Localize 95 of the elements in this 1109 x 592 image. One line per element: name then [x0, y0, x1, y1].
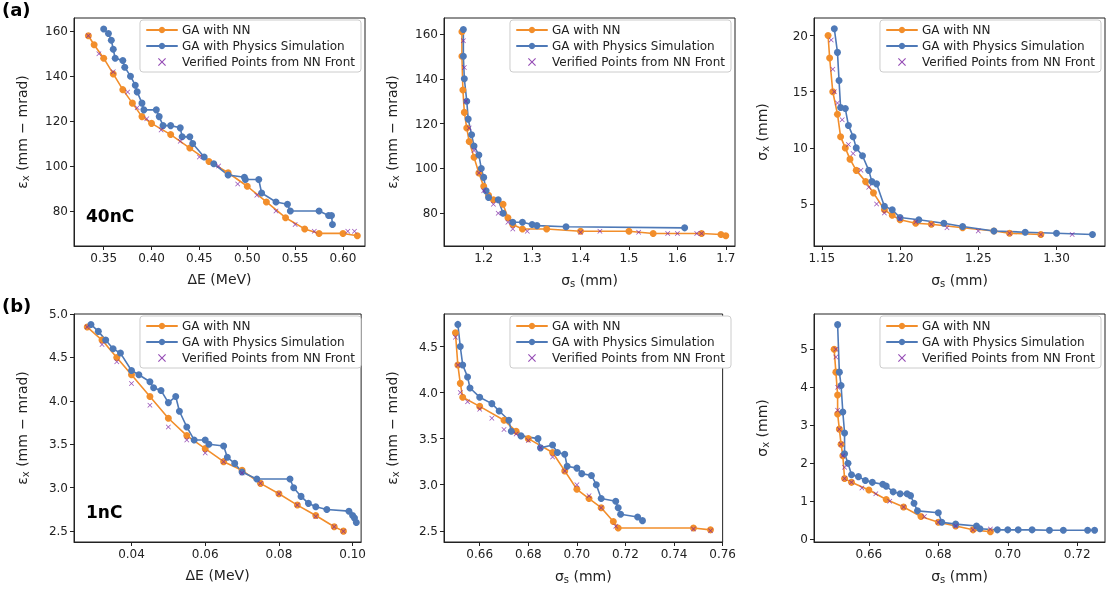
- legend-label: Verified Points from NN Front: [921, 351, 1096, 365]
- x-tick-label: 0.72: [612, 547, 639, 561]
- x-tick-label: 0.68: [514, 547, 542, 561]
- y-tick-label: 160: [415, 26, 438, 41]
- legend-label: Verified Points from NN Front: [551, 351, 726, 365]
- x-tick-label: 0.06: [191, 547, 219, 561]
- x-tick-label: 0.10: [339, 547, 366, 561]
- y-tick-label: 80: [52, 203, 68, 218]
- x-tick-label: 1.3: [522, 251, 542, 265]
- y-axis-title: εx (mm − mrad): [14, 75, 31, 189]
- x-tick-label: 1.6: [667, 251, 687, 265]
- y-tick-label: 3.0: [48, 480, 68, 495]
- legend-label: GA with Physics Simulation: [921, 39, 1085, 53]
- x-tick-label: 1.7: [716, 251, 736, 265]
- y-tick-label: 3: [800, 418, 808, 433]
- y-tick-label: 20: [792, 28, 808, 43]
- y-tick-label: 140: [415, 71, 438, 86]
- y-tick-label: 5.0: [48, 307, 68, 321]
- y-tick-label: 10: [792, 140, 808, 155]
- y-tick-label: 2.5: [418, 523, 438, 538]
- annotation: 40nC: [86, 205, 135, 226]
- x-tick-label: 1.30: [1043, 251, 1070, 265]
- x-axis-title: ΔE (MeV): [187, 271, 252, 287]
- y-tick-label: 5: [800, 197, 808, 212]
- y-tick-label: 2.5: [48, 524, 68, 539]
- legend-label: Verified Points from NN Front: [181, 351, 356, 365]
- text: (a): [2, 0, 31, 20]
- x-tick-label: 1.15: [808, 251, 836, 265]
- legend-label: GA with Physics Simulation: [921, 335, 1085, 349]
- legend-label: GA with Physics Simulation: [551, 39, 715, 53]
- y-tick-label: 15: [792, 84, 808, 99]
- x-tick-label: 0.76: [709, 547, 736, 561]
- legend-label: GA with NN: [181, 23, 251, 37]
- legend-label: GA with Physics Simulation: [551, 335, 715, 349]
- legend-label: GA with NN: [921, 23, 991, 37]
- y-axis-title: εx (mm − mrad): [384, 371, 401, 485]
- y-tick-label: 4.0: [418, 385, 438, 400]
- x-tick-label: 1.5: [619, 251, 639, 265]
- y-tick-label: 80: [422, 206, 438, 221]
- legend-label: GA with NN: [181, 319, 251, 333]
- y-tick-label: 4.5: [418, 339, 438, 354]
- x-tick-label: 0.66: [855, 547, 883, 561]
- x-tick-label: 0.68: [924, 547, 952, 561]
- x-tick-label: 0.35: [90, 251, 118, 265]
- x-tick-label: 0.60: [329, 251, 357, 265]
- y-axis-title: εx (mm − mrad): [384, 75, 401, 189]
- x-tick-label: 1.20: [886, 251, 914, 265]
- x-tick-label: 0.66: [466, 547, 494, 561]
- x-tick-label: 0.40: [138, 251, 165, 265]
- x-tick-label: 0.74: [660, 547, 688, 561]
- x-axis-title: σs (mm): [931, 272, 988, 289]
- y-tick-label: 0: [800, 532, 808, 547]
- x-axis-title: σs (mm): [561, 272, 618, 289]
- x-tick-label: 1.2: [474, 251, 494, 265]
- annotation: 1nC: [86, 501, 123, 522]
- y-tick-label: 2: [800, 456, 808, 471]
- x-tick-label: 0.08: [265, 547, 293, 561]
- legend-label: Verified Points from NN Front: [181, 55, 356, 69]
- legend-label: GA with NN: [921, 319, 991, 333]
- y-tick-label: 160: [45, 24, 68, 39]
- y-tick-label: 3.0: [418, 477, 438, 492]
- x-tick-label: 0.70: [994, 547, 1022, 561]
- y-tick-label: 5: [800, 342, 808, 357]
- x-tick-label: 0.50: [233, 251, 261, 265]
- y-axis-title: εx (mm − mrad): [14, 371, 31, 485]
- y-tick-label: 3.5: [418, 431, 438, 446]
- y-tick-label: 100: [415, 161, 438, 176]
- x-axis-title: σs (mm): [931, 568, 988, 585]
- y-tick-label: 4: [800, 380, 808, 395]
- x-tick-label: 0.45: [186, 251, 213, 265]
- x-axis-title: σs (mm): [554, 568, 612, 585]
- x-tick-label: 1.4: [571, 251, 591, 265]
- text: (b): [2, 294, 32, 316]
- x-tick-label: 1.25: [964, 251, 992, 265]
- y-tick-label: 4.5: [48, 350, 68, 365]
- legend-label: GA with Physics Simulation: [181, 39, 345, 53]
- x-tick-label: 0.04: [118, 547, 145, 561]
- x-axis-title: ΔE (MeV): [185, 567, 250, 583]
- legend-label: Verified Points from NN Front: [921, 55, 1096, 69]
- y-tick-label: 1: [800, 494, 808, 509]
- y-tick-label: 140: [45, 69, 68, 84]
- y-tick-label: 120: [45, 114, 68, 129]
- y-tick-label: 120: [415, 116, 438, 131]
- y-tick-label: 4.0: [48, 393, 68, 408]
- legend-label: GA with NN: [551, 23, 621, 37]
- y-tick-label: 100: [45, 159, 68, 174]
- y-tick-label: 3.5: [48, 437, 68, 452]
- x-tick-label: 0.55: [281, 251, 309, 265]
- x-tick-label: 0.70: [563, 547, 591, 561]
- y-axis-title: σx (mm): [754, 399, 771, 457]
- legend-label: GA with Physics Simulation: [181, 335, 345, 349]
- legend-label: Verified Points from NN Front: [551, 55, 726, 69]
- y-axis-title: σx (mm): [754, 103, 771, 161]
- x-tick-label: 0.72: [1063, 547, 1091, 561]
- legend-label: GA with NN: [551, 319, 621, 333]
